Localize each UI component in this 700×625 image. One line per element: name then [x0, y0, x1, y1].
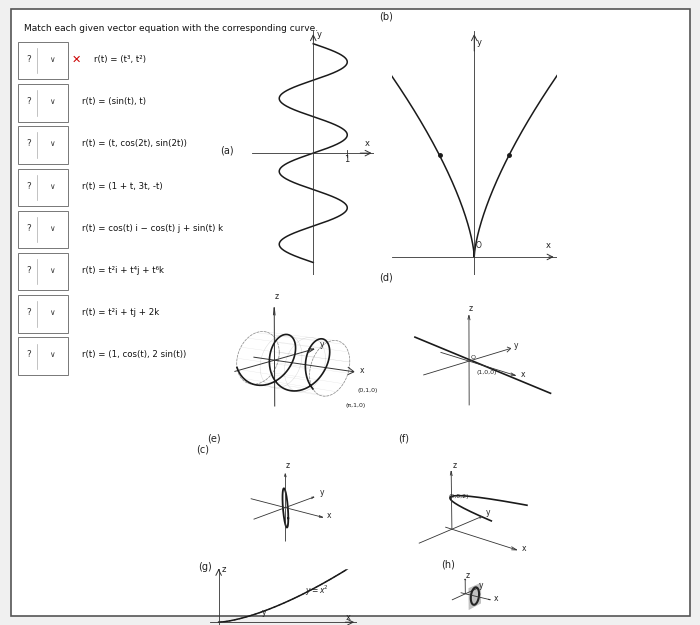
- Text: ?: ?: [27, 55, 31, 64]
- Text: z: z: [221, 564, 226, 574]
- Text: ∨: ∨: [50, 139, 55, 148]
- Text: y: y: [316, 30, 322, 39]
- Text: r(t) = (1 + t, 3t, -t): r(t) = (1 + t, 3t, -t): [82, 182, 162, 191]
- Text: ✕: ✕: [72, 54, 81, 64]
- Text: ?: ?: [27, 266, 31, 275]
- Text: 1: 1: [344, 156, 349, 164]
- FancyBboxPatch shape: [18, 42, 68, 79]
- Text: (h): (h): [442, 559, 456, 569]
- Text: r(t) = (1, cos(t), 2 sin(t)): r(t) = (1, cos(t), 2 sin(t)): [82, 351, 186, 359]
- Text: ?: ?: [27, 139, 31, 148]
- Text: (c): (c): [197, 445, 209, 455]
- Text: r(t) = (t, cos(2t), sin(2t)): r(t) = (t, cos(2t), sin(2t)): [82, 139, 187, 148]
- Text: (g): (g): [198, 561, 212, 571]
- Text: (b): (b): [379, 11, 393, 21]
- Text: ∨: ∨: [50, 224, 55, 232]
- FancyBboxPatch shape: [18, 338, 68, 375]
- Text: ∨: ∨: [50, 55, 55, 64]
- Text: x: x: [346, 614, 351, 622]
- Text: ∨: ∨: [50, 182, 55, 191]
- Text: y: y: [262, 609, 267, 618]
- Text: ?: ?: [27, 97, 31, 106]
- Text: ?: ?: [27, 224, 31, 232]
- Text: ?: ?: [27, 351, 31, 359]
- Text: ∨: ∨: [50, 97, 55, 106]
- Text: ?: ?: [27, 182, 31, 191]
- Text: (a): (a): [220, 145, 234, 155]
- Text: r(t) = t²i + t⁴j + t⁶k: r(t) = t²i + t⁴j + t⁶k: [82, 266, 164, 275]
- Text: $y=x^2$: $y=x^2$: [305, 584, 329, 598]
- Text: ?: ?: [27, 308, 31, 318]
- Text: O: O: [476, 241, 482, 250]
- FancyBboxPatch shape: [18, 84, 68, 121]
- FancyBboxPatch shape: [18, 211, 68, 248]
- Text: y: y: [476, 38, 482, 47]
- FancyBboxPatch shape: [18, 126, 68, 164]
- Text: r(t) = t²i + tj + 2k: r(t) = t²i + tj + 2k: [82, 308, 159, 318]
- Text: (f): (f): [398, 433, 409, 443]
- FancyBboxPatch shape: [18, 295, 68, 333]
- Text: Match each given vector equation with the corresponding curve.: Match each given vector equation with th…: [25, 24, 318, 34]
- Text: r(t) = cos(t) i − cos(t) j + sin(t) k: r(t) = cos(t) i − cos(t) j + sin(t) k: [82, 224, 223, 232]
- Text: r(t) = (t³, t²): r(t) = (t³, t²): [94, 55, 146, 64]
- Text: ∨: ∨: [50, 351, 55, 359]
- Text: ∨: ∨: [50, 308, 55, 318]
- Text: x: x: [364, 139, 370, 148]
- Text: x: x: [546, 241, 551, 250]
- FancyBboxPatch shape: [18, 169, 68, 206]
- Text: (d): (d): [379, 272, 393, 282]
- FancyBboxPatch shape: [18, 253, 68, 291]
- Text: (e): (e): [207, 433, 221, 443]
- Text: ∨: ∨: [50, 266, 55, 275]
- Text: r(t) = (sin(t), t): r(t) = (sin(t), t): [82, 97, 146, 106]
